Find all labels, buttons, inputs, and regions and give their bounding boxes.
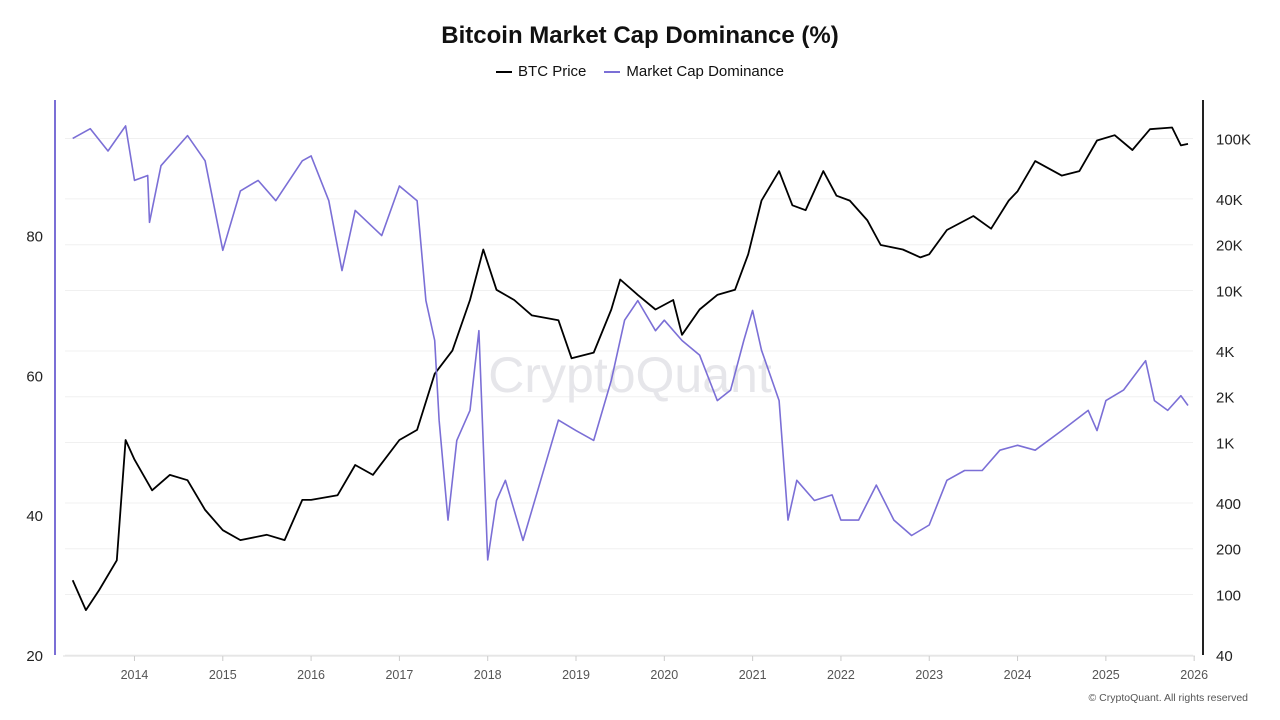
y-right-tick-label: 100 <box>1216 588 1241 605</box>
x-tick-label: 2024 <box>1004 668 1032 682</box>
x-tick-label: 2018 <box>474 668 502 682</box>
y-left-tick-label: 20 <box>26 648 43 665</box>
x-tick-label: 2015 <box>209 668 237 682</box>
x-tick-label: 2016 <box>297 668 325 682</box>
chart-title: Bitcoin Market Cap Dominance (%) <box>441 22 839 49</box>
y-right-tick-label: 4K <box>1216 344 1234 361</box>
y-left-tick-label: 80 <box>26 229 43 246</box>
y-right-tick-label: 400 <box>1216 496 1241 513</box>
btc-price-line <box>71 126 1189 611</box>
watermark: CryptoQuant <box>488 347 772 403</box>
legend-swatch-btc <box>496 70 513 73</box>
y-left-tick-label: 40 <box>26 508 43 525</box>
x-tick-label: 2026 <box>1180 668 1208 682</box>
x-tick-label: 2021 <box>739 668 767 682</box>
legend-item-dominance[interactable]: Market Cap Dominance <box>604 63 784 80</box>
copyright-footer: © CryptoQuant. All rights reserved <box>1088 692 1248 704</box>
x-tick-label: 2014 <box>121 668 149 682</box>
y-right-tick-label: 2K <box>1216 390 1234 407</box>
legend-swatch-dominance <box>604 70 621 73</box>
x-tick-label: 2023 <box>915 668 943 682</box>
legend-item-btc-price[interactable]: BTC Price <box>496 63 586 80</box>
y-right-tick-label: 20K <box>1216 238 1243 255</box>
y-right-tick-label: 100K <box>1216 131 1251 148</box>
x-tick-label: 2017 <box>385 668 413 682</box>
legend-label: Market Cap Dominance <box>626 63 784 80</box>
y-right-tick-label: 200 <box>1216 542 1241 559</box>
legend-label: BTC Price <box>518 63 587 80</box>
y-right-tick-label: 40 <box>1216 648 1233 665</box>
y-right-tick-label: 10K <box>1216 283 1243 300</box>
y-right-tick-label: 40K <box>1216 192 1243 209</box>
x-tick-label: 2019 <box>562 668 590 682</box>
legend: BTC Price Market Cap Dominance <box>0 63 1280 80</box>
x-tick-label: 2020 <box>650 668 678 682</box>
y-left-tick-label: 60 <box>26 368 43 385</box>
x-tick-label: 2025 <box>1092 668 1120 682</box>
x-tick-label: 2022 <box>827 668 855 682</box>
y-right-tick-label: 1K <box>1216 435 1234 452</box>
dominance-line <box>72 125 1189 561</box>
